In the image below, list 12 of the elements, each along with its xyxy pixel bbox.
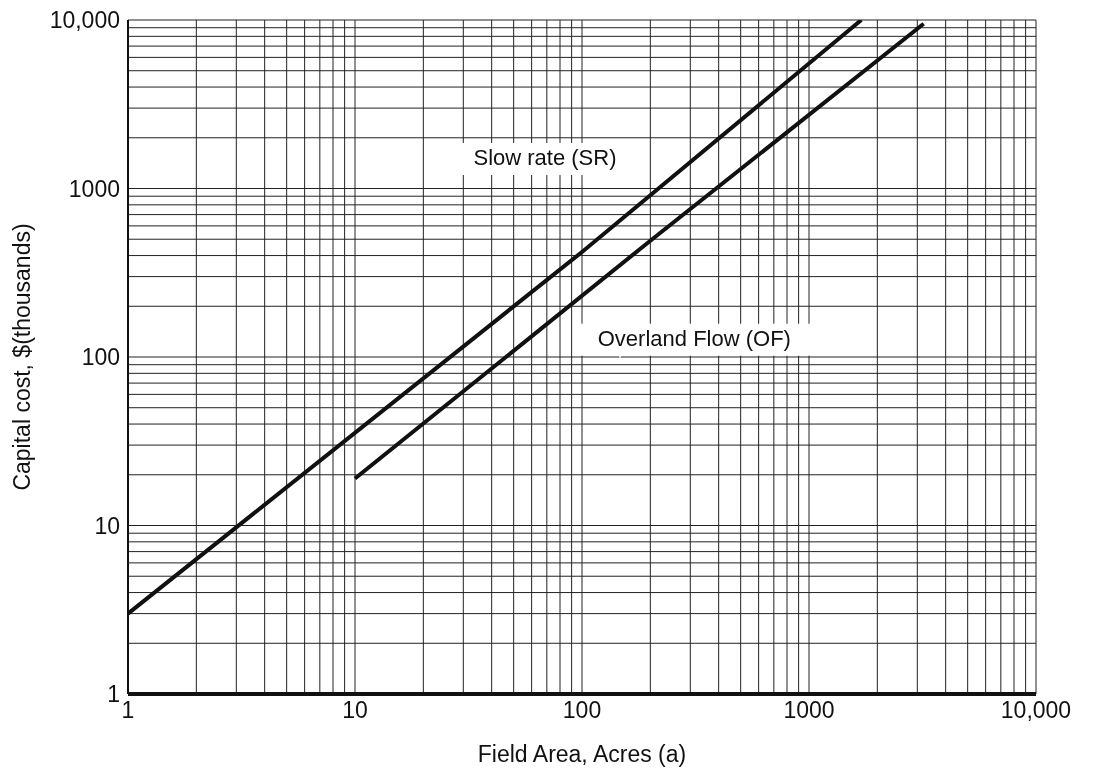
x-tick-label: 100: [562, 697, 602, 724]
x-tick-label: 1000: [783, 697, 835, 724]
series-label: Slow rate (SR): [473, 144, 617, 170]
x-tick-label: 10,000: [1000, 697, 1072, 724]
y-tick-label: 1000: [68, 175, 120, 202]
x-tick-label: 10: [342, 697, 368, 724]
y-tick-label: 100: [81, 344, 120, 371]
y-tick-label: 10,000: [49, 7, 120, 34]
y-tick-label: 10: [94, 512, 120, 539]
series-label: Overland Flow (OF): [597, 325, 791, 351]
y-axis-title: Capital cost, $(thousands): [9, 223, 36, 491]
x-axis-title: Field Area, Acres (a): [477, 741, 687, 767]
